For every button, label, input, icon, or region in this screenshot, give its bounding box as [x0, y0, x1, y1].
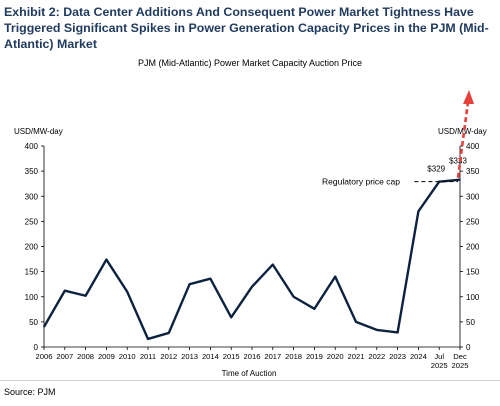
data-point	[355, 321, 357, 323]
y-tick-label-left: 250	[25, 217, 39, 226]
x-tick-label: 2009	[98, 352, 115, 361]
y-tick-label-right: 200	[466, 243, 480, 252]
plot-layer: 0 0 50 50 100 100 150 150 200 200 250 250 300 300 350 3…	[25, 90, 480, 370]
y-tick-label-right: 300	[466, 192, 480, 201]
value-label-dec-2025: $333	[449, 157, 467, 166]
data-point	[43, 326, 45, 328]
x-tick-label: 2014	[202, 352, 219, 361]
x-tick-label: 2015	[223, 352, 240, 361]
data-point	[397, 331, 399, 334]
value-label-jul-2025: $329	[427, 165, 445, 174]
data-point	[376, 329, 378, 331]
y-tick-label-left: 400	[25, 142, 39, 151]
y-tick-label-left: 350	[25, 167, 39, 176]
data-point	[64, 290, 66, 292]
data-point	[251, 286, 253, 288]
data-point	[334, 276, 336, 278]
x-tick-label: Jul 2025	[431, 352, 448, 370]
x-tick-label: 2018	[285, 352, 302, 361]
x-tick-label: 2010	[119, 352, 136, 361]
data-point	[313, 308, 315, 310]
source-note: Source: PJM	[4, 387, 56, 397]
data-point	[230, 316, 232, 318]
data-point	[168, 332, 170, 334]
y-tick-label-right: 150	[466, 268, 480, 277]
y-tick-label-left: 200	[25, 243, 39, 252]
x-tick-label: 2021	[348, 352, 365, 361]
data-point	[189, 283, 191, 285]
data-point	[459, 179, 461, 181]
red-arrow-head	[463, 90, 474, 104]
y-axis-label-left: USD/MW-day	[14, 127, 63, 136]
footer-divider	[0, 380, 500, 381]
x-tick-label: Dec 2025	[452, 352, 469, 370]
x-tick-label: 2007	[56, 352, 73, 361]
data-point	[105, 258, 107, 261]
y-tick-label-right: 50	[466, 318, 475, 327]
x-tick-label: 2022	[368, 352, 385, 361]
x-tick-label: 2016	[244, 352, 261, 361]
data-point	[293, 296, 295, 298]
red-arrow-shaft	[456, 101, 470, 178]
x-tick-label: 2023	[389, 352, 406, 361]
y-axis-label-right: USD/MW-day	[438, 127, 487, 136]
x-tick-label: 2019	[306, 352, 323, 361]
chart-container: PJM (Mid-Atlantic) Power Market Capacity…	[0, 50, 500, 380]
y-tick-label-right: 250	[466, 217, 480, 226]
y-tick-label-right: 100	[466, 293, 480, 302]
x-tick-label: 2006	[36, 352, 53, 361]
x-tick-label: 2020	[327, 352, 344, 361]
x-tick-label: 2008	[77, 352, 94, 361]
data-point	[209, 278, 211, 280]
y-tick-label-left: 50	[29, 318, 38, 327]
x-tick-label: 2017	[264, 352, 281, 361]
x-tick-label: 2013	[181, 352, 198, 361]
data-point	[85, 295, 87, 297]
data-point	[126, 291, 128, 293]
y-tick-label-right: 350	[466, 167, 480, 176]
y-tick-label-left: 0	[34, 343, 39, 352]
x-tick-label: 2012	[160, 352, 177, 361]
price-cap-label: Regulatory price cap	[322, 177, 400, 187]
x-tick-label: 2011	[140, 352, 156, 361]
y-tick-label-left: 300	[25, 192, 39, 201]
chart-title: PJM (Mid-Atlantic) Power Market Capacity…	[138, 58, 362, 68]
y-tick-label-left: 150	[25, 268, 39, 277]
exhibit-title: Exhibit 2: Data Center Additions And Con…	[4, 5, 489, 51]
y-tick-label-right: 0	[466, 343, 471, 352]
x-axis-label: Time of Auction	[222, 369, 277, 378]
data-point	[272, 263, 274, 266]
data-point	[417, 210, 419, 212]
data-point	[147, 338, 149, 340]
x-tick-label: 2024	[410, 352, 427, 361]
y-tick-label-right: 400	[466, 142, 480, 151]
auction-price-chart: PJM (Mid-Atlantic) Power Market Capacity…	[14, 58, 487, 378]
y-tick-label-left: 100	[25, 293, 39, 302]
